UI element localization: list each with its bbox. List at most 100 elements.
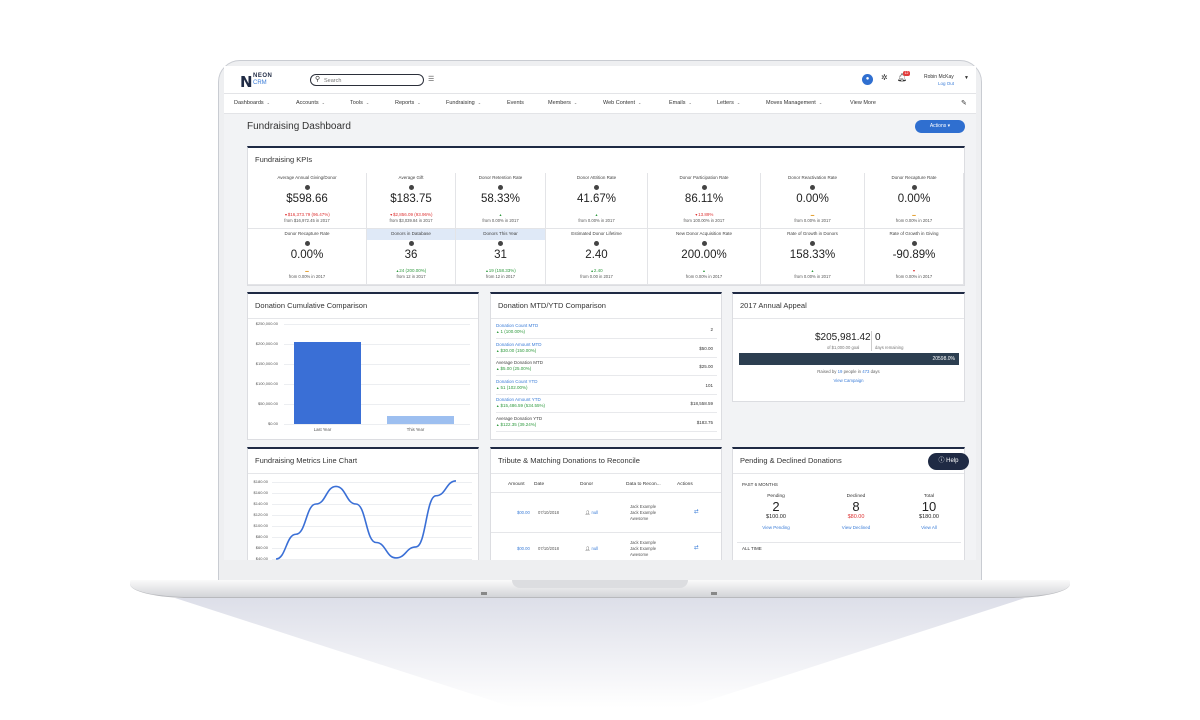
- user-name[interactable]: Robin McKay: [924, 74, 954, 80]
- kpi-cell[interactable]: Average Gift $183.75 ▼$2,856.09 (93.96%) fr…: [367, 173, 456, 229]
- reconcile-icon[interactable]: ⇄: [694, 545, 699, 551]
- tribute-panel-title: Tribute & Matching Donations to Reconcil…: [498, 456, 640, 465]
- info-icon[interactable]: [911, 185, 917, 190]
- pending-column-count: 8: [852, 499, 860, 514]
- row-amount[interactable]: $00.00: [517, 510, 530, 515]
- info-icon[interactable]: [594, 241, 599, 246]
- info-icon[interactable]: [408, 185, 414, 190]
- info-icon[interactable]: [304, 241, 310, 246]
- kpi-cell[interactable]: Rate of Growth in Donors 158.33% ▲ from 0.0…: [761, 229, 865, 285]
- table-header[interactable]: Amount: [508, 482, 525, 487]
- kpi-cell[interactable]: Estimated Donor Lifetime 2.40 ▲2.40 from 0.…: [546, 229, 648, 285]
- nav-view-more[interactable]: View More: [850, 100, 876, 106]
- pending-column-link[interactable]: View All: [921, 525, 937, 530]
- kpi-cell[interactable]: Donor Participation Rate 86.11% ▼13.89% fro…: [648, 173, 761, 229]
- info-icon[interactable]: [911, 241, 917, 246]
- search-box[interactable]: ⚲: [310, 74, 424, 86]
- bar[interactable]: [294, 342, 361, 424]
- row-donor[interactable]: 👤︎ null: [585, 546, 598, 552]
- arrow-down-icon: ▼: [389, 213, 393, 217]
- row-donor[interactable]: 👤︎ null: [585, 510, 598, 516]
- kpi-panel-title: Fundraising KPIs: [255, 155, 313, 164]
- list-icon[interactable]: ☰: [428, 76, 435, 83]
- row-amount[interactable]: $00.00: [517, 546, 530, 551]
- raised-days-count[interactable]: 473: [862, 369, 870, 374]
- info-icon[interactable]: [810, 241, 815, 246]
- kpi-value: 41.67%: [576, 193, 616, 205]
- y-tick-label: $50,000.00: [257, 401, 278, 406]
- nav-reports[interactable]: Reports ⌄: [395, 100, 421, 106]
- edit-pencil-icon[interactable]: ✎: [961, 100, 967, 107]
- nav-members[interactable]: Members ⌄: [548, 100, 577, 106]
- chevron-down-icon: ⌄: [573, 100, 578, 105]
- mtd-row-label[interactable]: Donation Amount YTD: [496, 397, 541, 402]
- mtd-delta-text: 1 (100.00%): [500, 329, 525, 334]
- nav-events[interactable]: Events: [507, 100, 524, 106]
- table-header[interactable]: Actions: [677, 482, 693, 487]
- kpi-cell[interactable]: Donors This Year 31 ▲19 (158.33%) from 12 i…: [456, 229, 546, 285]
- mtd-row-label[interactable]: Donation Count YTD: [496, 378, 538, 384]
- kpi-value: 158.33%: [789, 249, 836, 261]
- kpi-cell[interactable]: Rate of Growth in Giving -90.89% ▼ from 0.0…: [865, 229, 964, 285]
- pending-column-link[interactable]: View Declined: [841, 525, 871, 530]
- arrow-up-icon: ▲: [496, 422, 501, 427]
- kpi-cell[interactable]: Average Annual Giving/Donor $598.66 ▼$16,3…: [248, 173, 367, 229]
- kpi-cell[interactable]: Donor Retention Rate 58.33% ▲ from 0.00% in…: [456, 173, 546, 229]
- nav-web-content[interactable]: Web Content ⌄: [603, 100, 641, 106]
- mtd-ytd-panel-title: Donation MTD/YTD Comparison: [498, 301, 606, 310]
- nav-letters[interactable]: Letters ⌄: [717, 100, 740, 106]
- help-circle-icon[interactable]: ●: [862, 74, 873, 85]
- bell-icon[interactable]: 🔔︎: [897, 73, 908, 82]
- gridline: [284, 344, 470, 345]
- mtd-row-value: $25.00: [699, 364, 713, 369]
- arrow-up-icon: ▲: [498, 213, 503, 217]
- kpi-from: from 0.00% in 2017: [895, 274, 933, 279]
- logout-link[interactable]: Log Out: [938, 81, 955, 86]
- info-icon[interactable]: [810, 185, 815, 190]
- neon-crm-logo[interactable]: N NEON CRM: [240, 72, 280, 91]
- search-input[interactable]: [324, 76, 420, 85]
- kpi-cell[interactable]: Donor Recapture Rate 0.00% ▬ from 0.00% in …: [865, 173, 964, 229]
- table-header[interactable]: Data to Recon...: [626, 482, 661, 487]
- laptop-shadow: [175, 598, 1025, 708]
- nav-dashboards[interactable]: Dashboards ⌄: [234, 100, 270, 106]
- nav-label: Members: [548, 100, 571, 106]
- kpi-cell[interactable]: New Donor Acquisition Rate 200.00% ▲ from 0…: [648, 229, 761, 285]
- raised-people-count[interactable]: 19: [837, 369, 843, 374]
- pending-column-link[interactable]: View Pending: [762, 525, 790, 530]
- nav-tools[interactable]: Tools ⌄: [350, 100, 369, 106]
- mtd-row-label: Average Donation MTD: [496, 360, 543, 365]
- raised-prefix: Raised by: [817, 369, 837, 374]
- info-icon[interactable]: [701, 185, 707, 190]
- nav-emails[interactable]: Emails ⌄: [669, 100, 692, 106]
- caret-down-icon[interactable]: ▼: [964, 75, 969, 81]
- reconcile-icon[interactable]: ⇄: [694, 509, 699, 515]
- mtd-row-label[interactable]: Donation Amount MTD: [496, 341, 542, 347]
- info-icon[interactable]: [701, 241, 707, 246]
- kpi-cell[interactable]: Donor Reactivation Rate 0.00% ▬ from 0.00% …: [761, 173, 865, 229]
- kpi-label: Donor Recapture Rate: [891, 175, 937, 180]
- table-header[interactable]: Donor: [580, 482, 594, 487]
- nav-label: Moves Management: [766, 100, 816, 106]
- kpi-cell[interactable]: Donor Attrition Rate 41.67% ▲ from 0.00% in…: [546, 173, 648, 229]
- kpi-label: Donor Retention Rate: [478, 175, 523, 180]
- help-button[interactable]: ⓘ Help: [928, 453, 969, 470]
- nav-moves-management[interactable]: Moves Management ⌄: [766, 100, 822, 106]
- info-icon[interactable]: [498, 185, 503, 190]
- settings-icon[interactable]: ✲: [881, 73, 888, 82]
- mtd-row-label[interactable]: Donation Count MTD: [496, 323, 539, 328]
- info-icon[interactable]: [594, 185, 599, 190]
- caret-down-icon: ▾: [947, 123, 951, 129]
- nav-fundraising[interactable]: Fundraising ⌄: [446, 100, 481, 106]
- info-icon[interactable]: [304, 185, 310, 190]
- actions-button[interactable]: Actions ▾: [915, 120, 965, 133]
- view-campaign-link[interactable]: View Campaign: [833, 378, 864, 383]
- table-header[interactable]: Date: [534, 482, 545, 487]
- kpi-cell[interactable]: Donor Recapture Rate 0.00% ▬ from 0.00% in …: [248, 229, 367, 285]
- info-icon[interactable]: [498, 241, 503, 246]
- nav-accounts[interactable]: Accounts ⌄: [296, 100, 325, 106]
- bar[interactable]: [387, 415, 454, 424]
- kpi-cell[interactable]: Donors in Database 36 ▲24 (200.00%) from 12…: [367, 229, 456, 285]
- mtd-row-value: $18,558.59: [690, 401, 713, 406]
- info-icon[interactable]: [408, 241, 414, 246]
